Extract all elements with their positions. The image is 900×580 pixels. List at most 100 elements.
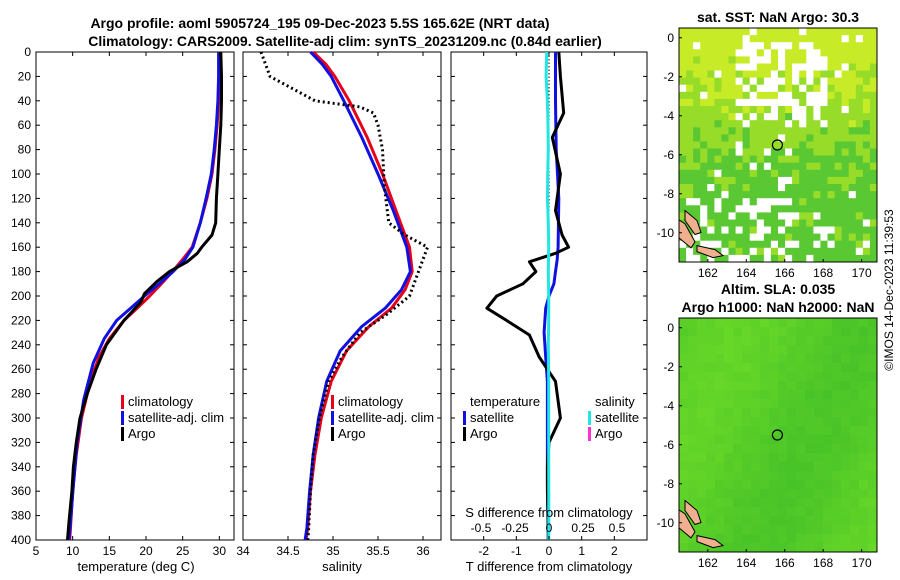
heatmap-cell bbox=[814, 471, 824, 481]
heatmap-cell bbox=[733, 489, 743, 499]
heatmap-cell bbox=[688, 390, 698, 400]
heatmap-cell bbox=[855, 148, 864, 157]
heatmap-cell bbox=[792, 240, 800, 249]
heatmap-cell bbox=[697, 399, 707, 409]
heatmap-cell bbox=[724, 507, 734, 517]
heatmap-cell bbox=[728, 169, 737, 178]
heatmap-cell bbox=[850, 336, 860, 346]
heatmap-cell bbox=[714, 77, 722, 86]
heatmap-cell bbox=[792, 254, 800, 262]
heatmap-cell bbox=[714, 84, 722, 93]
heatmap-cell bbox=[749, 226, 758, 235]
heatmap-cell bbox=[688, 354, 698, 364]
heatmap-cell bbox=[769, 399, 779, 409]
heatmap-cell bbox=[823, 390, 833, 400]
heatmap-cell bbox=[827, 233, 836, 242]
heatmap-cell bbox=[742, 98, 751, 107]
heatmap-cell bbox=[850, 462, 860, 472]
heatmap-cell bbox=[715, 417, 725, 427]
heatmap-cell bbox=[814, 318, 824, 328]
heatmap-cell bbox=[706, 507, 716, 517]
heatmap-cell bbox=[770, 42, 779, 50]
heatmap-cell bbox=[841, 63, 850, 72]
heatmap-cell bbox=[787, 327, 797, 337]
heatmap-cell bbox=[850, 381, 860, 391]
heatmap-cell bbox=[869, 184, 877, 192]
legend-swatch-satellite bbox=[331, 411, 334, 425]
heatmap-cell bbox=[859, 390, 869, 400]
heatmap-cell bbox=[749, 84, 758, 93]
heatmap-cell bbox=[707, 120, 715, 128]
heatmap-cell bbox=[859, 417, 869, 427]
heatmap-cell bbox=[700, 28, 708, 36]
heatmap-cell bbox=[742, 240, 751, 249]
heatmap-cell bbox=[855, 176, 864, 185]
heatmap-cell bbox=[770, 176, 779, 185]
heatmap-cell bbox=[827, 84, 836, 93]
heatmap-cell bbox=[749, 247, 758, 256]
heatmap-cell bbox=[813, 42, 821, 50]
heatmap-cell bbox=[841, 148, 850, 157]
heatmap-cell bbox=[792, 233, 800, 242]
heatmap-cell bbox=[721, 191, 729, 199]
heatmap-cell bbox=[841, 134, 850, 142]
heatmap-cell bbox=[787, 498, 797, 508]
heatmap-cell bbox=[806, 226, 814, 235]
heatmap-cell bbox=[820, 70, 828, 79]
heatmap-cell bbox=[770, 35, 779, 43]
legend-swatch-climatology bbox=[331, 395, 334, 409]
heatmap-cell bbox=[742, 525, 752, 535]
heatmap-cell bbox=[770, 56, 779, 64]
heatmap-cell bbox=[832, 453, 842, 463]
heatmap-cell bbox=[706, 336, 716, 346]
heatmap-cell bbox=[841, 453, 851, 463]
depth-tick-label: 300 bbox=[11, 411, 31, 425]
heatmap-cell bbox=[751, 381, 761, 391]
heatmap-cell bbox=[787, 444, 797, 454]
heatmap-cell bbox=[700, 127, 708, 135]
heatmap-cell bbox=[806, 42, 814, 50]
heatmap-cell bbox=[693, 28, 701, 36]
heatmap-cell bbox=[850, 453, 860, 463]
heatmap-cell bbox=[756, 35, 765, 43]
heatmap-cell bbox=[814, 390, 824, 400]
heatmap-cell bbox=[763, 120, 772, 128]
heatmap-cell bbox=[763, 155, 772, 164]
heatmap-cell bbox=[814, 534, 824, 544]
heatmap-cell bbox=[869, 148, 877, 157]
heatmap-cell bbox=[686, 63, 694, 72]
heatmap-cell bbox=[715, 381, 725, 391]
heatmap-cell bbox=[707, 56, 715, 64]
heatmap-cell bbox=[834, 219, 843, 228]
heatmap-cell bbox=[721, 120, 729, 128]
heatmap-cell bbox=[778, 77, 786, 86]
heatmap-cell bbox=[869, 226, 877, 235]
heatmap-cell bbox=[823, 354, 833, 364]
heatmap-cell bbox=[850, 390, 860, 400]
heatmap-cell bbox=[806, 176, 814, 185]
heatmap-cell bbox=[834, 28, 843, 36]
heatmap-cell bbox=[785, 184, 793, 192]
heatmap-cell bbox=[796, 336, 806, 346]
heatmap-cell bbox=[700, 233, 708, 242]
heatmap-cell bbox=[850, 327, 860, 337]
map-y-tick-label: -10 bbox=[657, 516, 675, 530]
heatmap-cell bbox=[868, 435, 877, 445]
heatmap-cell bbox=[859, 498, 869, 508]
heatmap-cell bbox=[813, 155, 821, 164]
heatmap-cell bbox=[841, 191, 850, 199]
heatmap-cell bbox=[770, 240, 779, 249]
heatmap-cell bbox=[760, 516, 770, 526]
heatmap-cell bbox=[814, 372, 824, 382]
heatmap-cell bbox=[756, 134, 765, 142]
heatmap-cell bbox=[700, 212, 708, 220]
heatmap-cell bbox=[706, 498, 716, 508]
heatmap-cell bbox=[707, 91, 715, 100]
heatmap-cell bbox=[827, 70, 836, 79]
heatmap-cell bbox=[733, 516, 743, 526]
heatmap-cell bbox=[770, 191, 779, 199]
heatmap-cell bbox=[679, 212, 687, 220]
heatmap-cell bbox=[751, 327, 761, 337]
heatmap-cell bbox=[770, 127, 779, 135]
island-shape bbox=[684, 499, 702, 526]
